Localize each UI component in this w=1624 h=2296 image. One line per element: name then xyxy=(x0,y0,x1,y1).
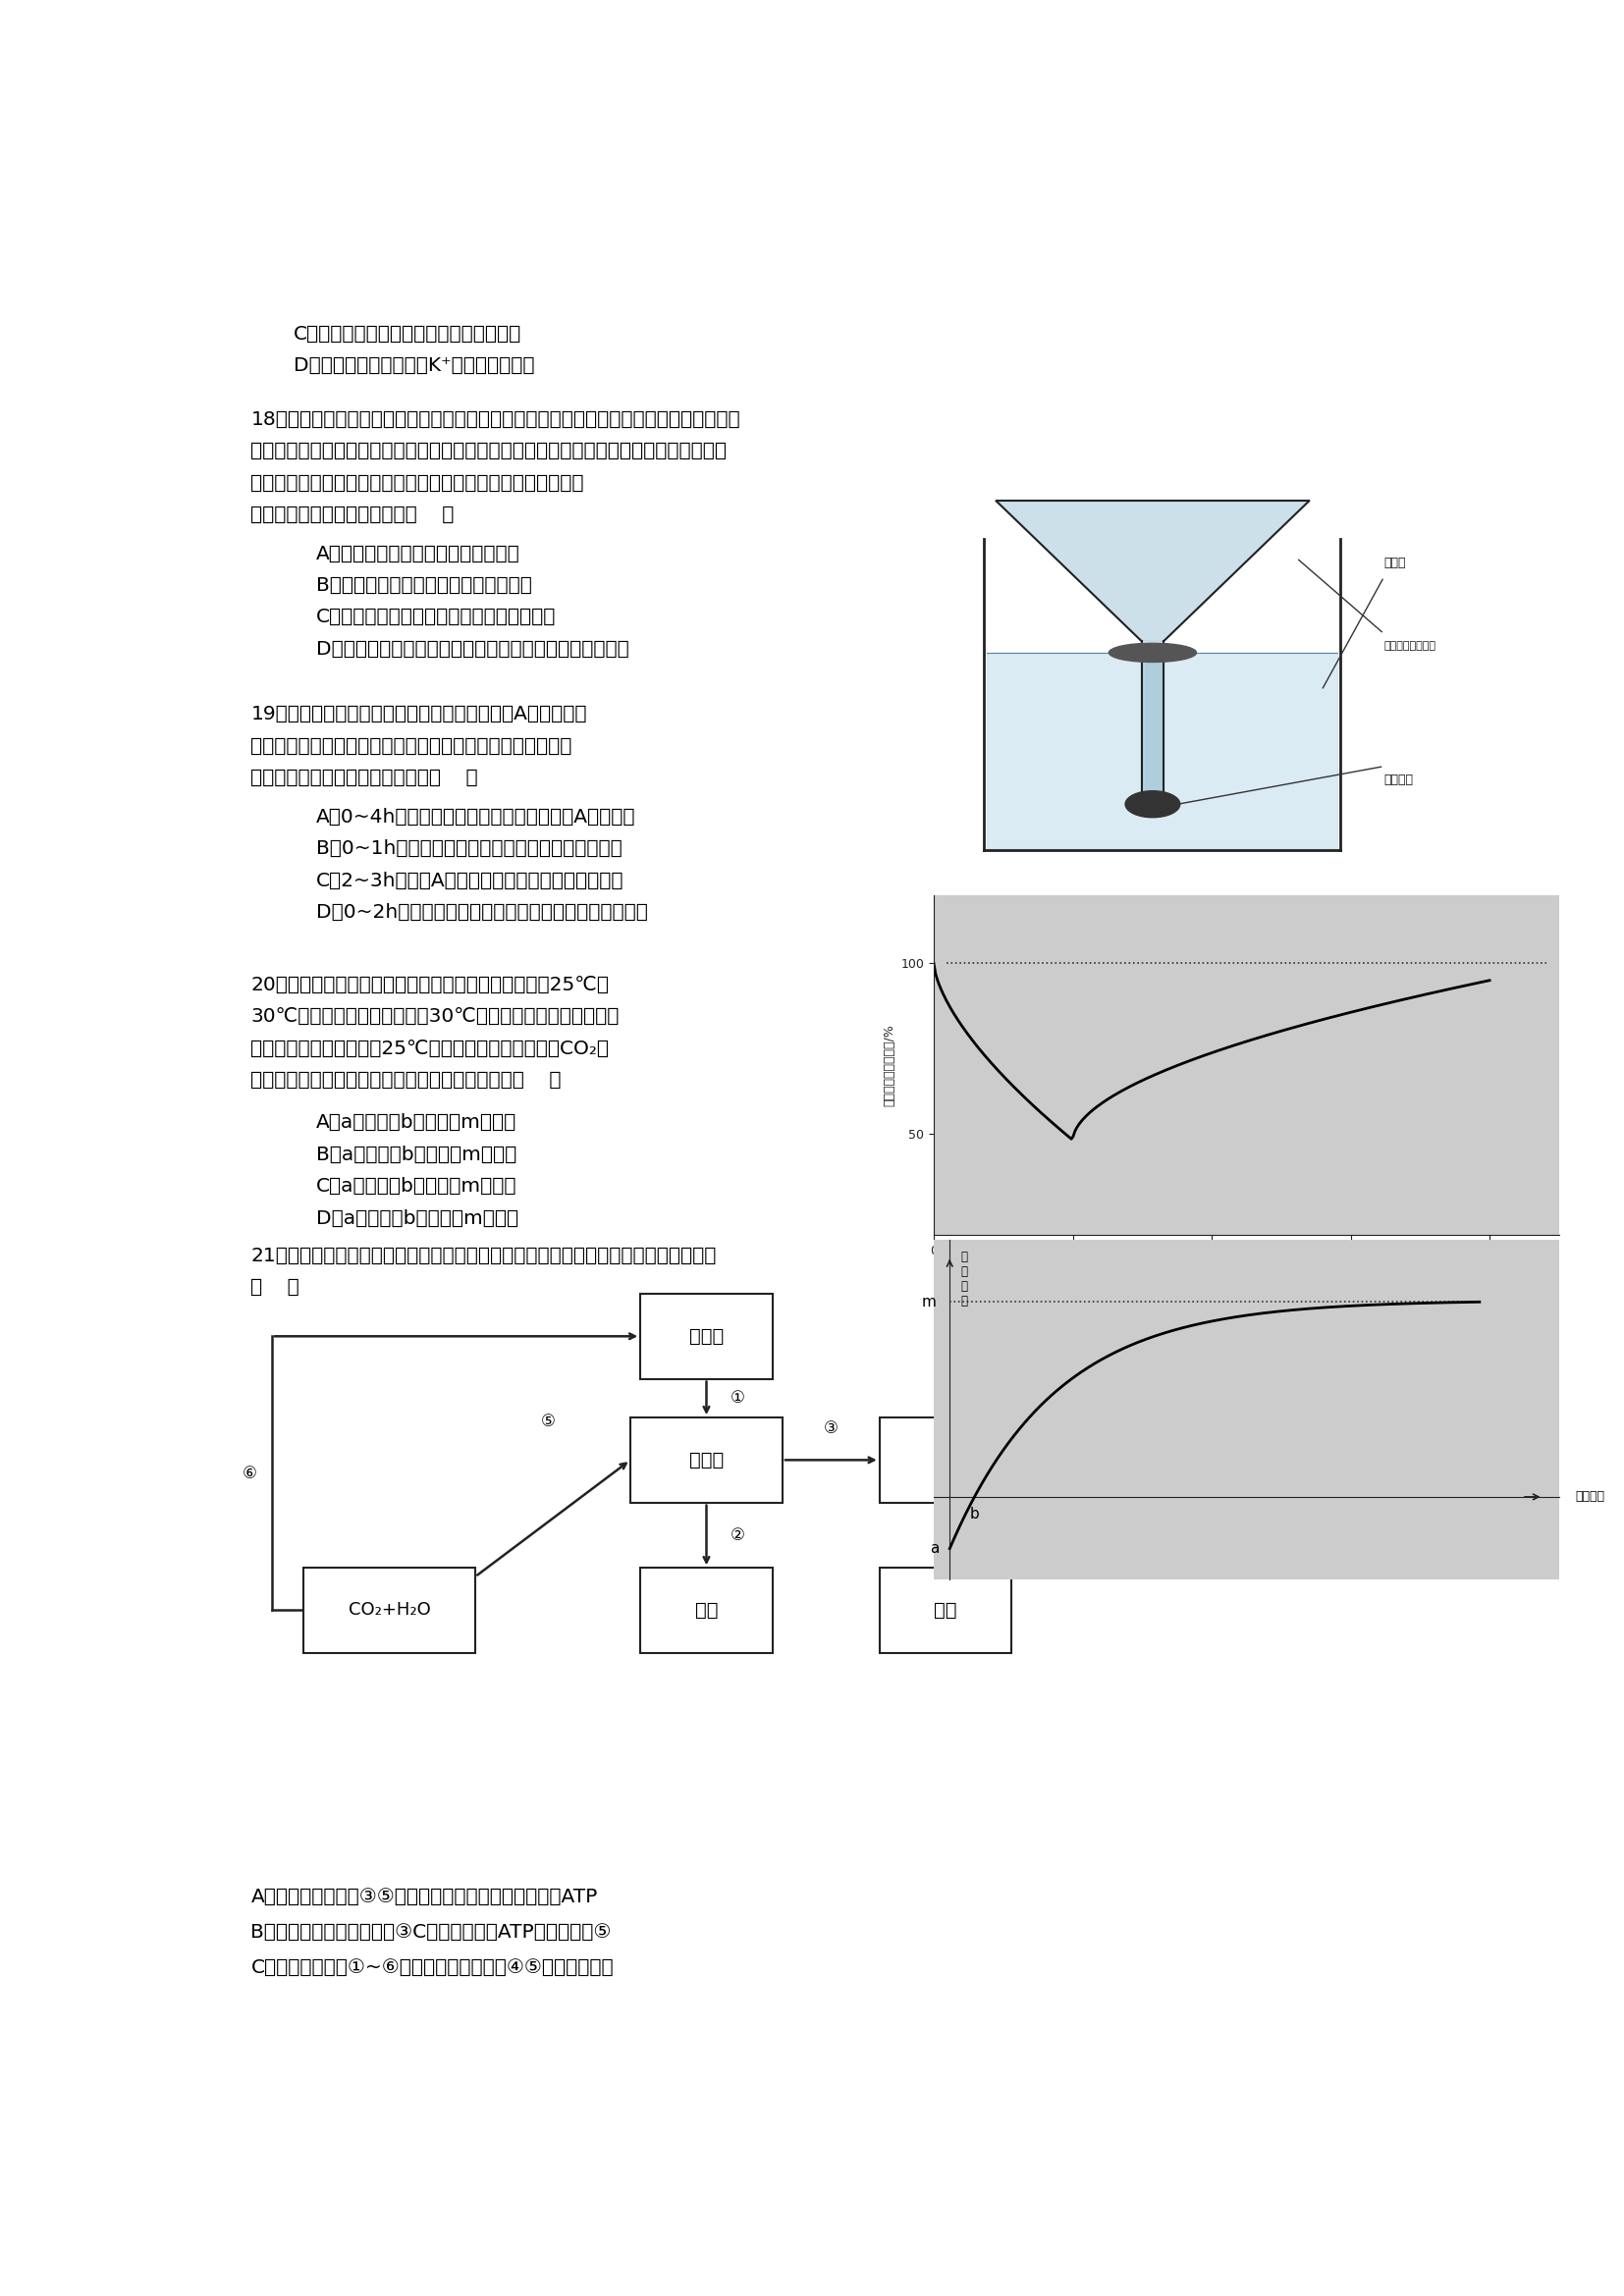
Text: B．加酶后，可以在烧杯中检测出葡萄糖: B．加酶后，可以在烧杯中检测出葡萄糖 xyxy=(317,576,533,595)
X-axis label: 时间/h: 时间/h xyxy=(1231,1261,1262,1274)
Text: ①: ① xyxy=(731,1389,745,1407)
Text: 20．已知某植物光合作用和呼吸作用的最适温度分别是25℃、: 20．已知某植物光合作用和呼吸作用的最适温度分别是25℃、 xyxy=(250,976,609,994)
Text: D．大肠杆菌逆浓度吸收K⁺，属于协助扩散: D．大肠杆菌逆浓度吸收K⁺，属于协助扩散 xyxy=(294,356,534,374)
Text: m: m xyxy=(922,1295,937,1309)
Text: 过程中最不可能出现的现象是（    ）: 过程中最不可能出现的现象是（ ） xyxy=(250,505,455,523)
Text: 21．下图是综合不同细胞代谢特点绘制的部分物质变化示意图，下列有关叙述正确的是: 21．下图是综合不同细胞代谢特点绘制的部分物质变化示意图，下列有关叙述正确的是 xyxy=(250,1247,716,1265)
Text: CO₂+H₂O: CO₂+H₂O xyxy=(348,1603,430,1619)
Text: a: a xyxy=(931,1541,939,1557)
Ellipse shape xyxy=(1109,643,1197,661)
Text: 糖酶（蛋白质，能将蔗糖水解成单糖）。从理论上分析，该实验: 糖酶（蛋白质，能将蔗糖水解成单糖）。从理论上分析，该实验 xyxy=(250,473,585,491)
Text: CO₂: CO₂ xyxy=(1091,1451,1127,1469)
Text: A．酵母细胞中过程③⑤进行的场所不相同，但都能合成ATP: A．酵母细胞中过程③⑤进行的场所不相同，但都能合成ATP xyxy=(250,1887,598,1906)
Text: 光照强度: 光照强度 xyxy=(1575,1490,1605,1504)
Text: C．2~3h内物质A溶液的渗透压大于细胞液的渗透压: C．2~3h内物质A溶液的渗透压大于细胞液的渗透压 xyxy=(317,870,624,891)
Text: A．0~4h内原生质体体积变化主要因为物质A进出细胞: A．0~4h内原生质体体积变化主要因为物质A进出细胞 xyxy=(317,808,637,827)
Text: D．a点下移，b点不移，m值上升: D．a点下移，b点不移，m值上升 xyxy=(317,1210,518,1228)
Text: C．最后，长颈漏斗内外的溶液中溶质不相同: C．最后，长颈漏斗内外的溶液中溶质不相同 xyxy=(317,608,555,627)
Text: B．a点上移，b点左移，m值不变: B．a点上移，b点左移，m值不变 xyxy=(317,1146,516,1164)
Text: 18．某渗透装置如图所示，图中猪膀胱膜只允许单糖和水通过。烧杯中盛有蒸馏水，倒置的: 18．某渗透装置如图所示，图中猪膀胱膜只允许单糖和水通过。烧杯中盛有蒸馏水，倒置… xyxy=(250,411,741,429)
Text: 酒精: 酒精 xyxy=(934,1451,957,1469)
FancyBboxPatch shape xyxy=(1056,1417,1163,1502)
Text: +: + xyxy=(1023,1449,1044,1472)
Text: ③: ③ xyxy=(823,1419,838,1437)
Text: C．同一细胞中，①~⑥过程不能同时进行，④⑤需要氧气参与: C．同一细胞中，①~⑥过程不能同时进行，④⑤需要氧气参与 xyxy=(250,1958,614,1977)
Text: 蔗糖和蔗糖酶溶液: 蔗糖和蔗糖酶溶液 xyxy=(1384,641,1436,652)
Text: A．a点上移，b点左移，m值增加: A．a点上移，b点左移，m值增加 xyxy=(317,1114,516,1132)
Text: 乳酸: 乳酸 xyxy=(695,1600,718,1619)
Text: 度不变），从理论上讲，图中相应点的移动分别是（    ）: 度不变），从理论上讲，图中相应点的移动分别是（ ） xyxy=(250,1070,562,1091)
Text: ②: ② xyxy=(731,1527,745,1543)
Text: （    ）: （ ） xyxy=(250,1279,300,1297)
FancyBboxPatch shape xyxy=(640,1568,773,1653)
Ellipse shape xyxy=(1125,790,1181,817)
Text: 猪膀胱膜: 猪膀胱膜 xyxy=(1384,774,1413,788)
Text: 趋势如图所示。下列叙述正确的是（    ）: 趋势如图所示。下列叙述正确的是（ ） xyxy=(250,769,477,788)
Text: B．光下叶肉细胞中，过程③C还原时所需的ATP依赖于过程⑤: B．光下叶肉细胞中，过程③C还原时所需的ATP依赖于过程⑤ xyxy=(250,1924,612,1942)
FancyBboxPatch shape xyxy=(630,1417,783,1502)
Text: A．长颈漏斗中液面先上升，然后下降: A．长颈漏斗中液面先上升，然后下降 xyxy=(317,544,520,563)
Text: 丙酮酸: 丙酮酸 xyxy=(689,1451,724,1469)
Text: 19．将某种植物的成熟细胞放入一定浓度的物质A溶液中，发: 19．将某种植物的成熟细胞放入一定浓度的物质A溶液中，发 xyxy=(250,705,588,723)
Text: 现其原生质体（即植物细胞中细胞壁以内的部分）的体积变化: 现其原生质体（即植物细胞中细胞壁以内的部分）的体积变化 xyxy=(250,737,572,755)
FancyBboxPatch shape xyxy=(640,1295,773,1378)
Text: 蒸馏水: 蒸馏水 xyxy=(1384,556,1406,569)
Polygon shape xyxy=(996,501,1309,641)
Text: C．a点上移，b点右移，m值下降: C．a点上移，b点右移，m值下降 xyxy=(317,1178,516,1196)
Text: D．整个过程，长颈漏斗中液面会持续上升，最后保持稳定: D．整个过程，长颈漏斗中液面会持续上升，最后保持稳定 xyxy=(317,641,628,659)
Text: 醋酸: 醋酸 xyxy=(934,1600,957,1619)
Text: 的关系。若将温度调节到25℃的条件下（原光照强度和CO₂浓: 的关系。若将温度调节到25℃的条件下（原光照强度和CO₂浓 xyxy=(250,1040,609,1058)
Text: ⑥: ⑥ xyxy=(242,1465,257,1483)
Text: B．0~1h内细胞体积与原生质体体积的变化量不相等: B．0~1h内细胞体积与原生质体体积的变化量不相等 xyxy=(317,840,622,859)
Text: 30℃，如图曲线表示该植物在30℃时光合作用强度与光照强度: 30℃，如图曲线表示该植物在30℃时光合作用强度与光照强度 xyxy=(250,1008,619,1026)
FancyBboxPatch shape xyxy=(304,1568,476,1653)
Text: D．0~2h内液泡中液体的渗透压大于细胞质基质的渗透压: D．0~2h内液泡中液体的渗透压大于细胞质基质的渗透压 xyxy=(317,902,648,921)
Text: ⑤: ⑤ xyxy=(541,1412,555,1430)
FancyBboxPatch shape xyxy=(880,1417,1012,1502)
Text: 长颈漏斗中先装入糖溶液，调节装置使漏斗中液面与蒸馏水液面持平。一定时间后再加入蔗: 长颈漏斗中先装入糖溶液，调节装置使漏斗中液面与蒸馏水液面持平。一定时间后再加入蔗 xyxy=(250,441,728,461)
Text: ④: ④ xyxy=(970,1527,984,1543)
Text: C．脂溶性物质较易通过自由扩散进出细胞: C．脂溶性物质较易通过自由扩散进出细胞 xyxy=(294,326,521,344)
Text: b: b xyxy=(970,1506,979,1522)
Text: 葡萄糖: 葡萄糖 xyxy=(689,1327,724,1345)
Y-axis label: 原生质体的相对体积/%: 原生质体的相对体积/% xyxy=(882,1024,895,1107)
Text: 光
合
速
度: 光 合 速 度 xyxy=(960,1251,968,1306)
FancyBboxPatch shape xyxy=(880,1568,1012,1653)
